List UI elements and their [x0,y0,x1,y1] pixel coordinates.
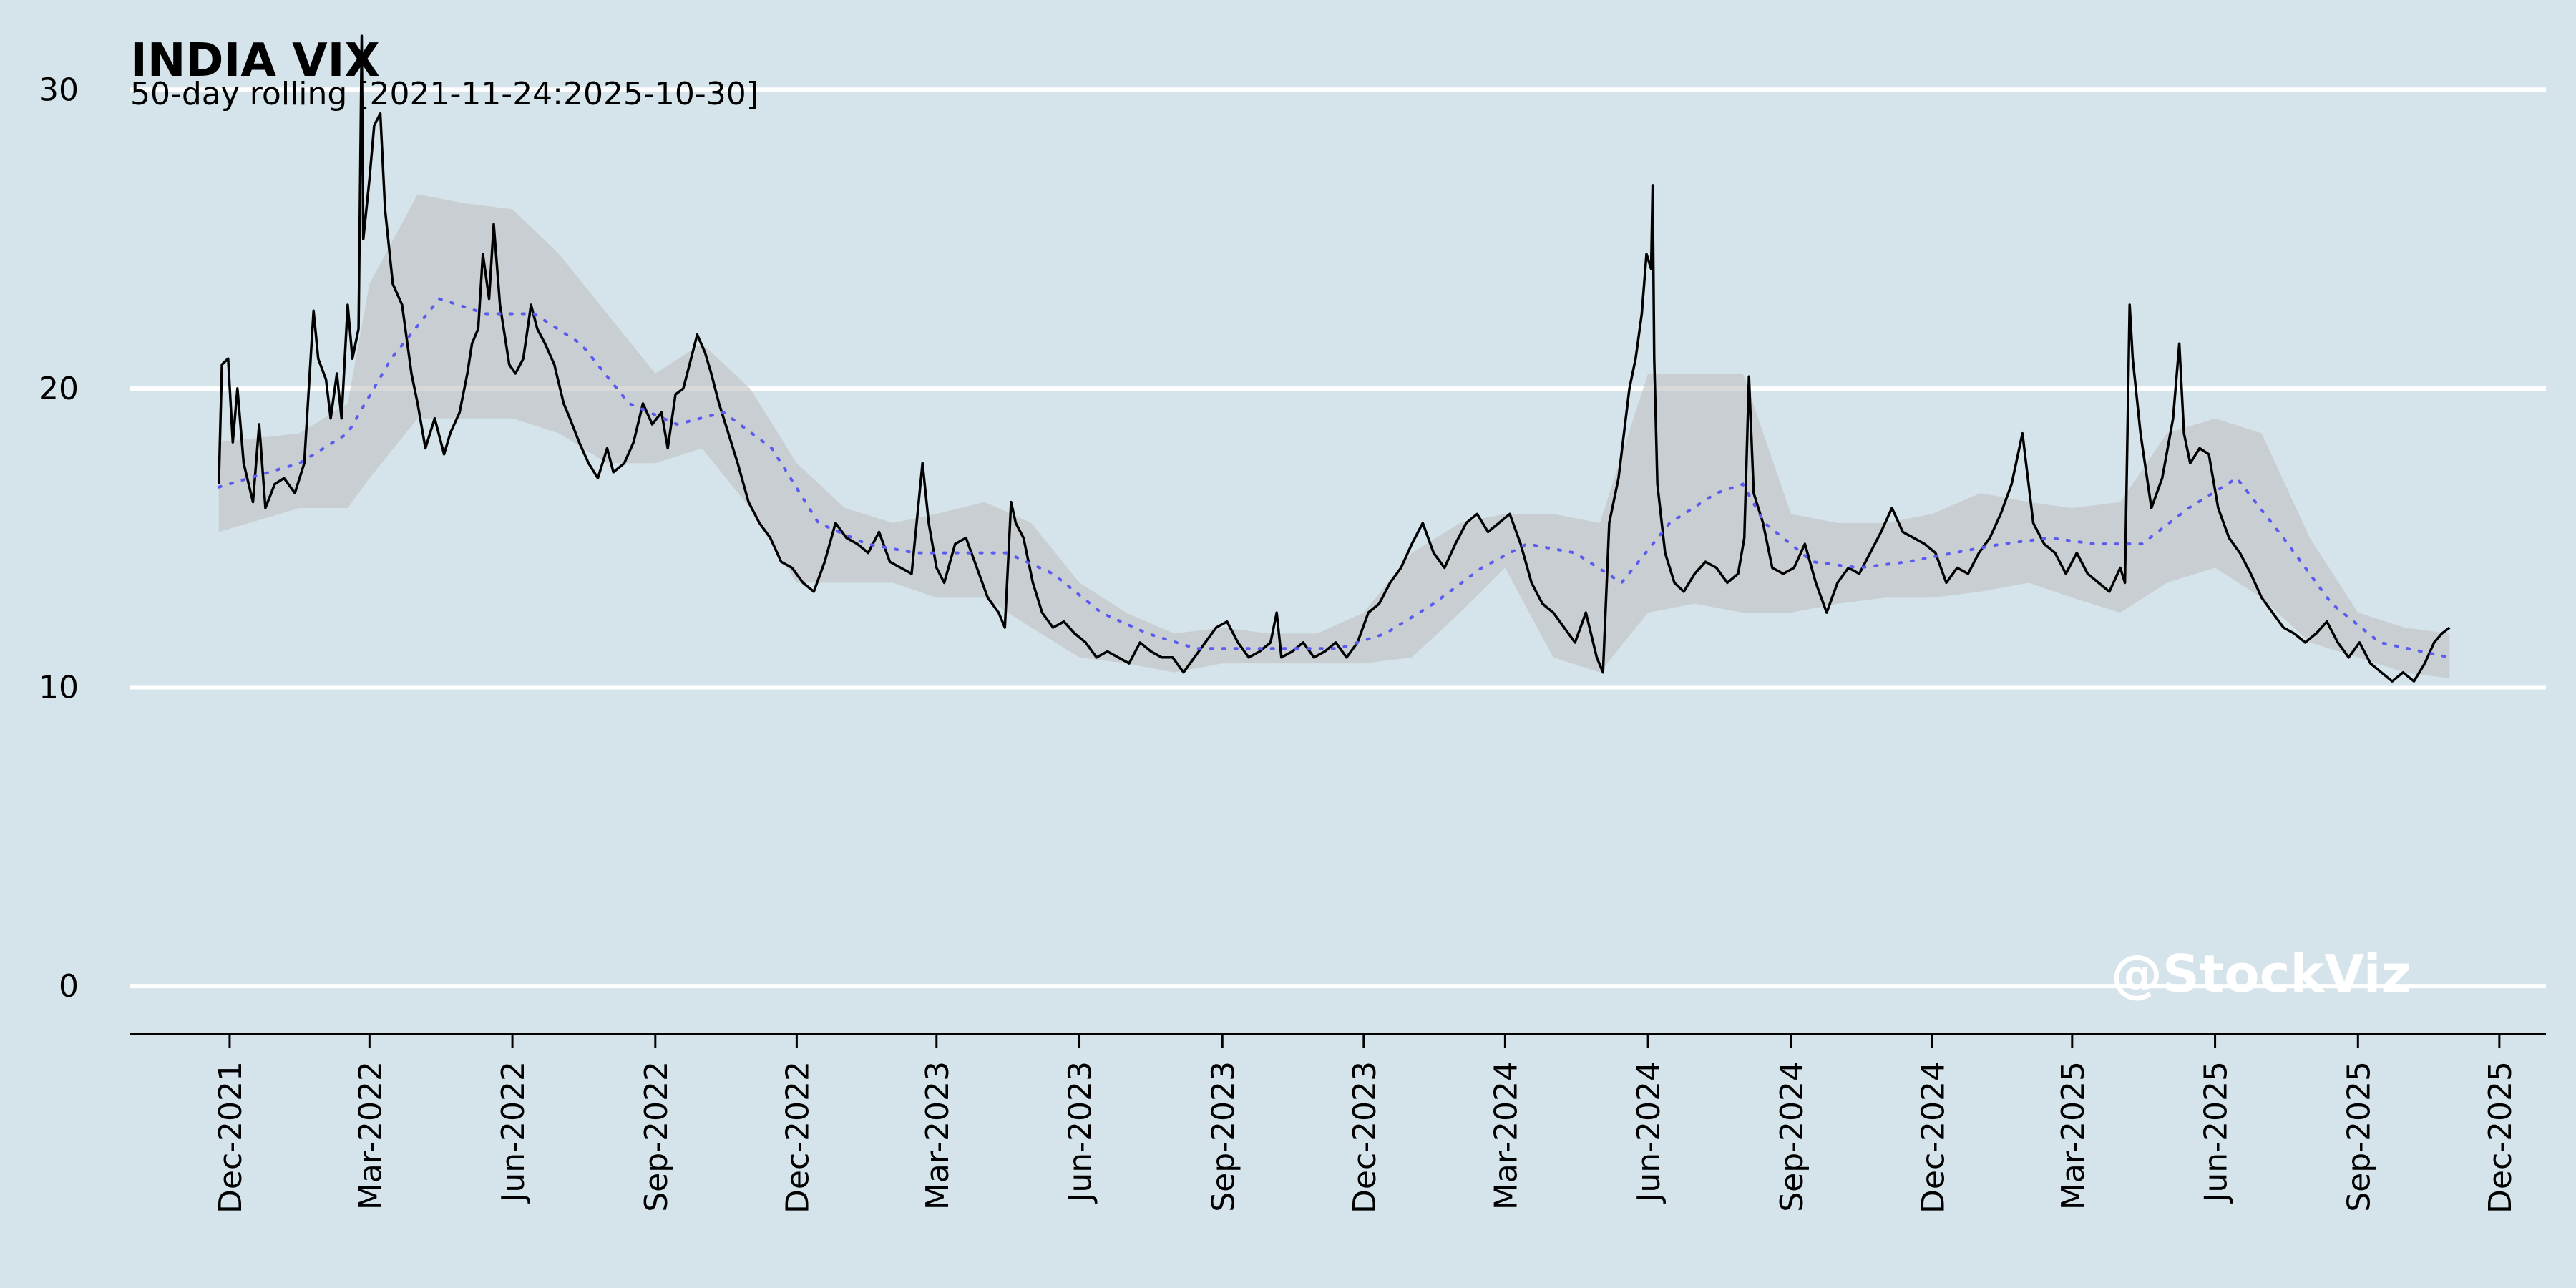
x-tick-label: Dec-2024 [1915,1061,1951,1214]
watermark: @StockViz [2111,944,2411,1004]
rolling-band [218,194,2450,678]
rolling-mean-line [217,297,2451,659]
chart-subtitle: 50-day rolling [2021-11-24:2025-10-30] [130,76,758,112]
y-tick-label: 10 [39,670,79,706]
x-tick-label: Dec-2023 [1347,1061,1383,1214]
x-tick-label: Jun-2022 [495,1061,532,1204]
y-axis-labels: 0 10 20 30 [39,72,79,1005]
vix-line [218,34,2451,683]
x-tick-label: Jun-2025 [2198,1061,2235,1204]
y-tick-label: 0 [59,968,79,1005]
x-tick-label: Mar-2024 [1488,1061,1524,1210]
x-tick-label: Sep-2024 [1774,1061,1810,1212]
rolling-band-area [218,194,2450,678]
chart-title: INDIA VIX [130,34,380,87]
x-tick-label: Sep-2025 [2341,1061,2377,1212]
x-tick-label: Mar-2022 [352,1061,389,1210]
y-tick-label: 20 [39,371,79,407]
x-tick-label: Dec-2022 [779,1061,816,1214]
series-lines [217,34,2451,683]
y-tick-label: 30 [39,72,79,108]
x-tick-label: Jun-2024 [1631,1061,1667,1204]
x-tick-label: Sep-2023 [1205,1061,1241,1212]
x-tick-label: Mar-2025 [2055,1061,2092,1210]
x-axis: Dec-2021 Mar-2022 Jun-2022 Sep-2022 Dec-2022… [130,1033,2546,1214]
x-tick-label: Dec-2021 [213,1061,249,1214]
x-tick-label: Sep-2022 [638,1061,675,1212]
x-tick-label: Mar-2023 [919,1061,956,1210]
x-tick-label: Jun-2023 [1063,1061,1099,1204]
x-tick-label: Dec-2025 [2482,1061,2519,1214]
